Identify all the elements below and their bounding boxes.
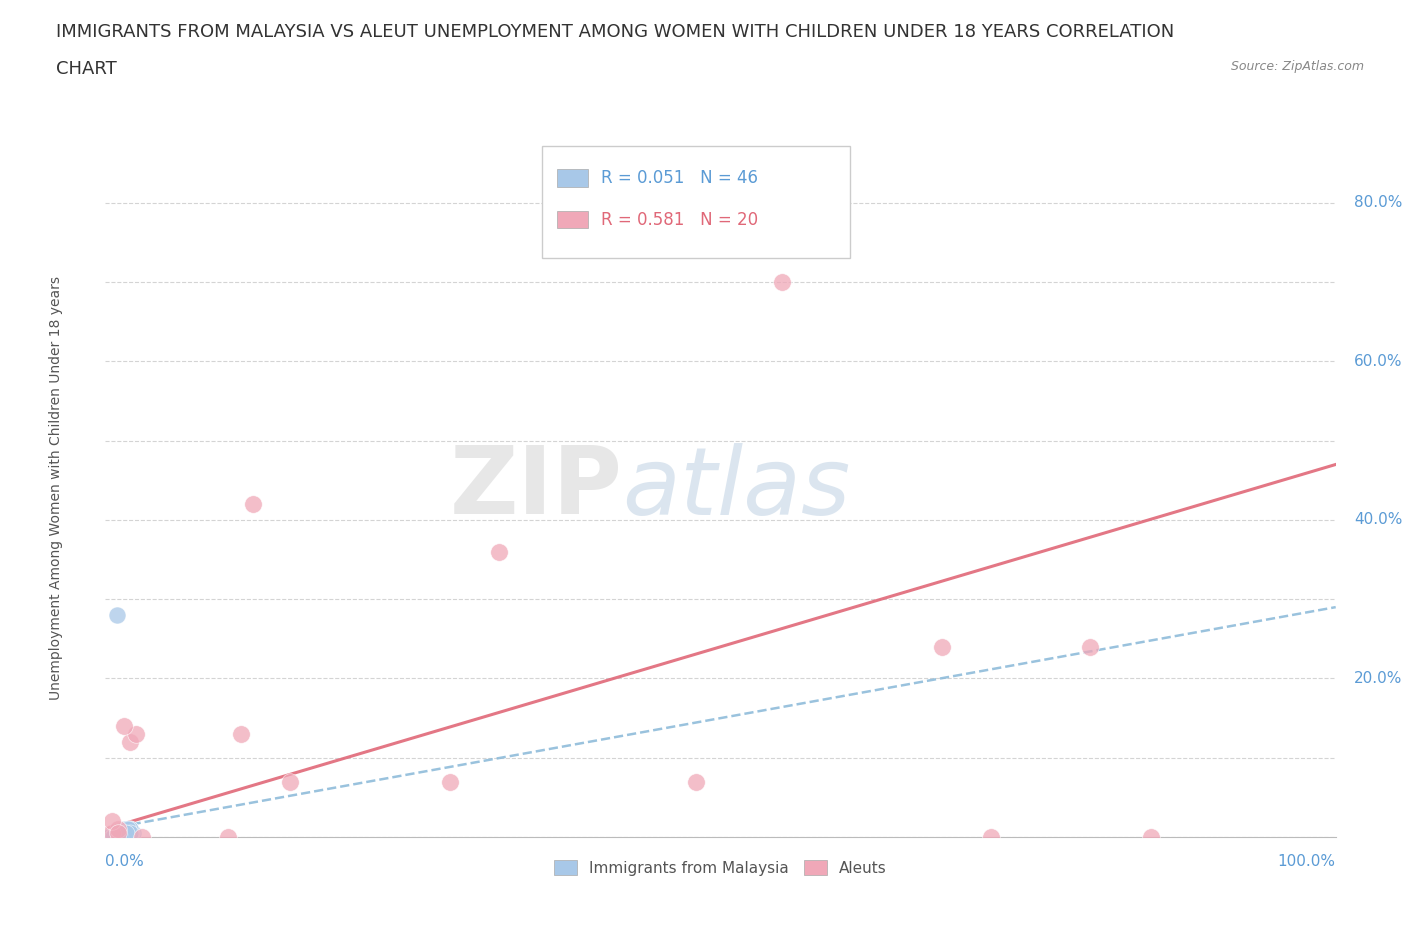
Point <box>100 830 122 844</box>
Point <box>115 826 138 841</box>
Point <box>104 830 127 844</box>
Point <box>278 774 301 789</box>
Text: ZIP: ZIP <box>450 443 621 534</box>
Point <box>110 830 132 844</box>
Point <box>107 830 129 844</box>
Point <box>107 830 129 844</box>
Point <box>120 735 141 750</box>
Point <box>101 830 124 844</box>
Point <box>108 830 131 844</box>
Text: 80.0%: 80.0% <box>1354 195 1403 210</box>
Point <box>120 821 141 836</box>
Point <box>104 830 127 844</box>
Point <box>105 830 128 844</box>
Point <box>110 830 132 844</box>
Point <box>101 830 124 844</box>
Point <box>131 830 153 844</box>
Point <box>114 826 136 841</box>
Legend: Immigrants from Malaysia, Aleuts: Immigrants from Malaysia, Aleuts <box>548 854 893 882</box>
Point <box>117 826 139 841</box>
Point <box>111 826 134 841</box>
Point <box>100 826 122 841</box>
Point <box>108 826 131 841</box>
Point <box>114 826 136 841</box>
Text: 100.0%: 100.0% <box>1278 855 1336 870</box>
Text: atlas: atlas <box>621 443 851 534</box>
Point <box>107 821 129 836</box>
Text: 20.0%: 20.0% <box>1354 671 1403 686</box>
Text: R = 0.581   N = 20: R = 0.581 N = 20 <box>602 211 758 229</box>
Point <box>97 830 120 844</box>
FancyBboxPatch shape <box>557 169 588 187</box>
Point <box>980 830 1002 844</box>
Point <box>105 830 128 844</box>
Point <box>100 830 122 844</box>
Point <box>110 826 132 841</box>
Point <box>100 814 122 829</box>
Point <box>112 821 135 836</box>
Text: 60.0%: 60.0% <box>1354 354 1403 369</box>
Text: R = 0.051   N = 46: R = 0.051 N = 46 <box>602 169 758 187</box>
Point <box>110 826 132 841</box>
Point <box>105 607 128 622</box>
Point <box>118 826 141 841</box>
Point <box>111 826 134 841</box>
Point <box>110 830 132 844</box>
Text: Unemployment Among Women with Children Under 18 years: Unemployment Among Women with Children U… <box>49 276 63 700</box>
Point <box>107 830 129 844</box>
Point <box>103 830 125 844</box>
Point <box>117 821 139 836</box>
FancyBboxPatch shape <box>557 211 588 229</box>
Point <box>107 826 129 841</box>
Point <box>229 726 252 741</box>
Point <box>488 544 510 559</box>
Point <box>104 830 127 844</box>
Point <box>98 830 121 844</box>
Point <box>112 826 135 841</box>
Point <box>120 826 141 841</box>
Point <box>120 826 142 841</box>
Point <box>1078 639 1101 654</box>
Point <box>98 830 121 844</box>
Point <box>100 830 122 844</box>
Point <box>685 774 707 789</box>
Text: IMMIGRANTS FROM MALAYSIA VS ALEUT UNEMPLOYMENT AMONG WOMEN WITH CHILDREN UNDER 1: IMMIGRANTS FROM MALAYSIA VS ALEUT UNEMPL… <box>56 23 1174 41</box>
Point <box>101 830 124 844</box>
Point <box>115 821 138 836</box>
Point <box>121 826 143 841</box>
Text: 40.0%: 40.0% <box>1354 512 1403 527</box>
Point <box>1140 830 1163 844</box>
Point <box>112 719 135 734</box>
Point <box>439 774 461 789</box>
Text: CHART: CHART <box>56 60 117 78</box>
Point <box>98 830 122 844</box>
Point <box>242 497 264 512</box>
Point <box>112 826 135 841</box>
FancyBboxPatch shape <box>543 147 849 259</box>
Point <box>100 830 122 844</box>
Point <box>218 830 240 844</box>
Point <box>125 726 148 741</box>
Point <box>103 830 125 844</box>
Text: 0.0%: 0.0% <box>105 855 145 870</box>
Point <box>931 639 953 654</box>
Point <box>770 274 793 289</box>
Text: Source: ZipAtlas.com: Source: ZipAtlas.com <box>1230 60 1364 73</box>
Point <box>120 821 141 836</box>
